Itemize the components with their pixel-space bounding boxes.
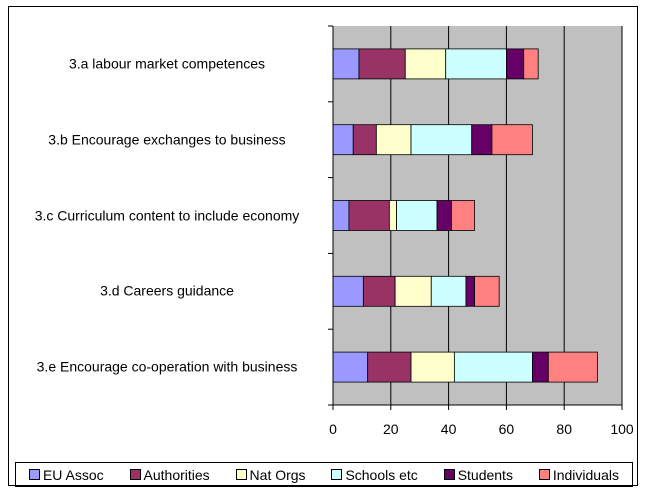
bar-segment xyxy=(332,275,364,307)
bar-segment xyxy=(362,275,396,307)
legend-label: Individuals xyxy=(552,466,619,483)
category-label: 3.c Curriculum content to include econom… xyxy=(34,207,300,223)
bar-segment xyxy=(367,351,412,383)
legend-label: Nat Orgs xyxy=(249,466,306,483)
x-tick-label: 40 xyxy=(441,421,457,437)
bar-segment xyxy=(451,200,476,231)
x-tick-label: 100 xyxy=(610,421,634,437)
bar-segment xyxy=(404,48,447,80)
legend-item: EU Assoc xyxy=(28,466,104,483)
legend-label: Schools etc xyxy=(345,466,418,483)
bar-segment xyxy=(505,48,525,80)
bar-segment xyxy=(430,275,467,307)
x-tick-label: 20 xyxy=(383,421,399,437)
legend-swatch xyxy=(538,469,550,480)
category-label: 3.d Careers guidance xyxy=(100,282,234,299)
category-label: 3.a labour market competences xyxy=(68,55,266,72)
bar-segment xyxy=(523,48,539,80)
bar-segment xyxy=(532,351,549,383)
legend-swatch xyxy=(28,469,40,480)
legend-item: Authorities xyxy=(129,466,210,483)
bar-segment xyxy=(394,275,432,307)
category-label: 3.e Encourage co-operation with business xyxy=(36,358,298,375)
legend-label: EU Assoc xyxy=(42,466,104,483)
legend-swatch xyxy=(331,469,343,480)
bar-segment xyxy=(396,200,438,231)
x-tick-label: 0 xyxy=(329,421,337,437)
bar-segment xyxy=(388,200,397,231)
bar-segment xyxy=(332,48,360,80)
legend-swatch xyxy=(235,469,247,480)
legend-label: Authorities xyxy=(143,466,210,483)
bar-segment xyxy=(436,200,452,231)
bar-segment xyxy=(547,351,598,383)
bar-segment xyxy=(491,124,533,156)
bar-segment xyxy=(358,48,406,80)
legend-label: Students xyxy=(457,466,513,483)
bar-segment xyxy=(352,124,377,156)
bar-segment xyxy=(445,48,507,80)
legend-item: Schools etc xyxy=(331,466,418,483)
bar-segment xyxy=(375,124,412,156)
legend-item: Students xyxy=(443,466,513,483)
bar-segment xyxy=(332,124,354,156)
chart-frame xyxy=(8,6,638,486)
bar-segment xyxy=(410,124,473,156)
bar-segment xyxy=(453,351,533,383)
bar-segment xyxy=(474,275,500,307)
x-tick-label: 80 xyxy=(556,421,572,437)
legend-item: Nat Orgs xyxy=(235,466,306,483)
bar-segment xyxy=(410,351,455,383)
bar-segment xyxy=(332,351,369,383)
legend-swatch xyxy=(443,469,455,480)
bar-segment xyxy=(471,124,493,156)
category-label: 3.b Encourage exchanges to business xyxy=(48,131,286,148)
legend: EU Assoc Authorities Nat Orgs Schools etc St… xyxy=(15,462,633,487)
legend-item: Individuals xyxy=(538,466,619,483)
x-tick-label: 60 xyxy=(499,421,515,437)
bar-segment xyxy=(465,275,476,307)
legend-swatch xyxy=(129,469,141,480)
bar-segment xyxy=(348,200,390,231)
bar-segment xyxy=(332,200,350,231)
